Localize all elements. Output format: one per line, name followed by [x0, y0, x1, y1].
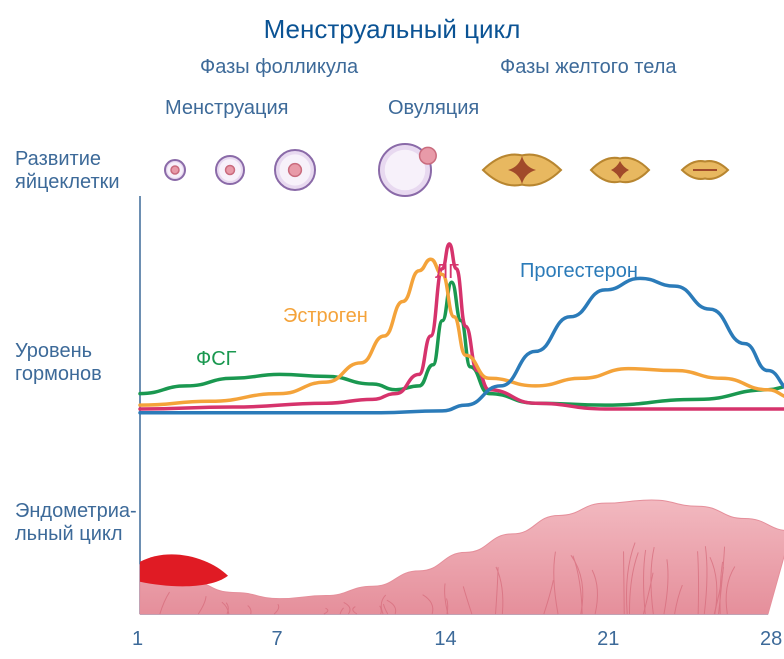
x-tick-28: 28 — [760, 628, 782, 651]
x-tick-1: 1 — [132, 628, 143, 651]
progesterone-label: Прогестерон — [520, 260, 638, 283]
fsh-label: ФСГ — [196, 348, 236, 371]
main-chart — [0, 0, 784, 659]
lh-label: ЛГ — [435, 261, 459, 284]
x-tick-21: 21 — [597, 628, 619, 651]
estrogen-label: Эстроген — [283, 305, 368, 328]
x-tick-7: 7 — [272, 628, 283, 651]
x-tick-14: 14 — [434, 628, 456, 651]
